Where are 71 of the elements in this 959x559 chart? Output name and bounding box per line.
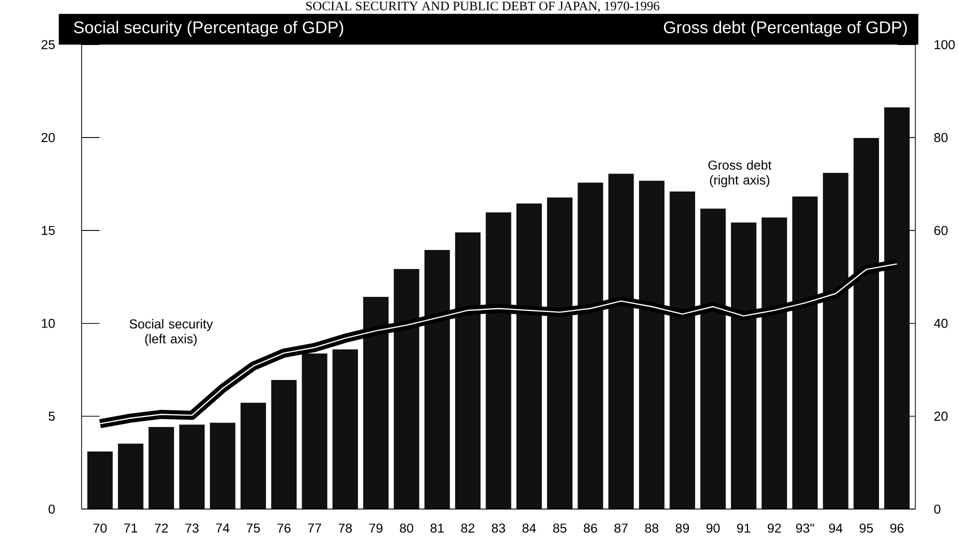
annotation: Social security (left axis): [130, 319, 213, 346]
x-tick-label: 71: [124, 524, 138, 533]
bar: [854, 138, 880, 510]
x-tick-label: 88: [645, 524, 658, 533]
y-tick-label: 5: [48, 412, 55, 421]
x-tick-label: 81: [430, 524, 444, 533]
x-tick-label: 73: [185, 524, 199, 533]
bar: [670, 192, 696, 510]
bar: [148, 427, 174, 510]
bar: [578, 182, 604, 510]
x-tick-label: 70: [94, 524, 107, 533]
y-axis-title: Social security (Percentage of GDP): [74, 21, 344, 37]
bar: [792, 196, 818, 510]
x-tick-label: 77: [308, 524, 322, 533]
bar: [884, 107, 910, 510]
bar: [762, 218, 788, 510]
y2-tick-label: 0: [934, 504, 940, 514]
x-tick-label: 83: [492, 524, 506, 533]
bar: [240, 402, 266, 510]
bar: [486, 212, 512, 510]
y2-tick-label: 80: [934, 133, 948, 142]
y2-tick-label: 100: [934, 40, 955, 50]
y-tick-label: 25: [42, 40, 55, 50]
x-tick-label: 84: [522, 524, 536, 533]
x-tick-label: 89: [676, 524, 689, 533]
bar: [179, 424, 205, 510]
x-tick-label: 87: [614, 524, 628, 533]
x-tick-label: 74: [216, 524, 230, 533]
bar: [118, 444, 144, 510]
bar: [87, 452, 113, 510]
x-tick-label: 86: [584, 524, 598, 533]
x-tick-label: 82: [461, 524, 474, 533]
x-tick-label: 78: [338, 524, 352, 533]
bar: [700, 208, 726, 510]
x-tick-label: 79: [369, 524, 382, 533]
x-tick-label: 94: [829, 524, 842, 533]
y2-tick-label: 40: [934, 318, 948, 328]
bar: [547, 198, 572, 510]
x-tick-label: 91: [737, 524, 750, 533]
x-tick-label: 80: [400, 524, 414, 533]
x-tick-label: 85: [553, 524, 566, 533]
bar: [822, 172, 848, 510]
bar: [302, 354, 328, 510]
bar: [332, 349, 358, 510]
x-tick-label: 95: [860, 524, 873, 533]
bar: [455, 232, 481, 510]
x-tick-label: 90: [706, 524, 720, 533]
y2-tick-label: 20: [934, 412, 948, 421]
x-tick-label: 93": [796, 524, 814, 533]
bar: [363, 296, 389, 510]
y-tick-label: 0: [48, 504, 55, 514]
bar: [639, 180, 664, 510]
bar: [516, 204, 542, 510]
x-tick-label: 75: [246, 524, 260, 533]
annotation: Gross debt (right axis): [708, 160, 772, 188]
y-tick-label: 10: [42, 318, 55, 328]
bar: [210, 422, 236, 510]
bar: [608, 174, 634, 510]
bar: [730, 222, 756, 510]
y2-axis-title: Gross debt (Percentage of GDP): [664, 21, 907, 37]
x-tick-label: 92: [768, 524, 781, 533]
x-tick-label: 72: [154, 524, 168, 533]
bar: [424, 250, 450, 510]
y2-tick-label: 60: [934, 226, 948, 236]
chart-title: SOCIAL SECURITY AND PUBLIC DEBT OF JAPAN, 1970-1996: [306, 2, 660, 12]
x-tick-label: 76: [277, 524, 291, 533]
x-tick-label: 96: [890, 524, 904, 533]
y-tick-label: 15: [42, 226, 55, 236]
bar: [394, 269, 420, 510]
y-tick-label: 20: [42, 133, 55, 142]
bar: [271, 380, 297, 510]
